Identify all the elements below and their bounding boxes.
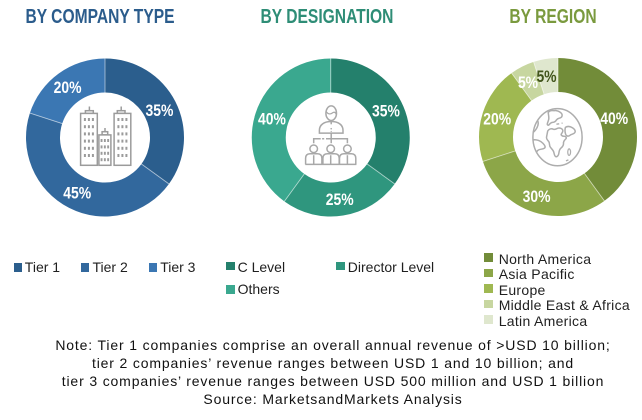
svg-text:40%: 40% bbox=[600, 110, 628, 129]
svg-text:30%: 30% bbox=[523, 188, 551, 207]
svg-text:5%: 5% bbox=[536, 68, 556, 87]
svg-text:35%: 35% bbox=[146, 102, 174, 121]
svg-text:25%: 25% bbox=[326, 191, 354, 210]
svg-text:20%: 20% bbox=[483, 110, 511, 129]
svg-text:35%: 35% bbox=[372, 102, 400, 121]
svg-text:40%: 40% bbox=[258, 110, 286, 129]
svg-text:20%: 20% bbox=[54, 79, 82, 98]
svg-text:5%: 5% bbox=[518, 74, 538, 93]
svg-text:45%: 45% bbox=[63, 184, 91, 203]
